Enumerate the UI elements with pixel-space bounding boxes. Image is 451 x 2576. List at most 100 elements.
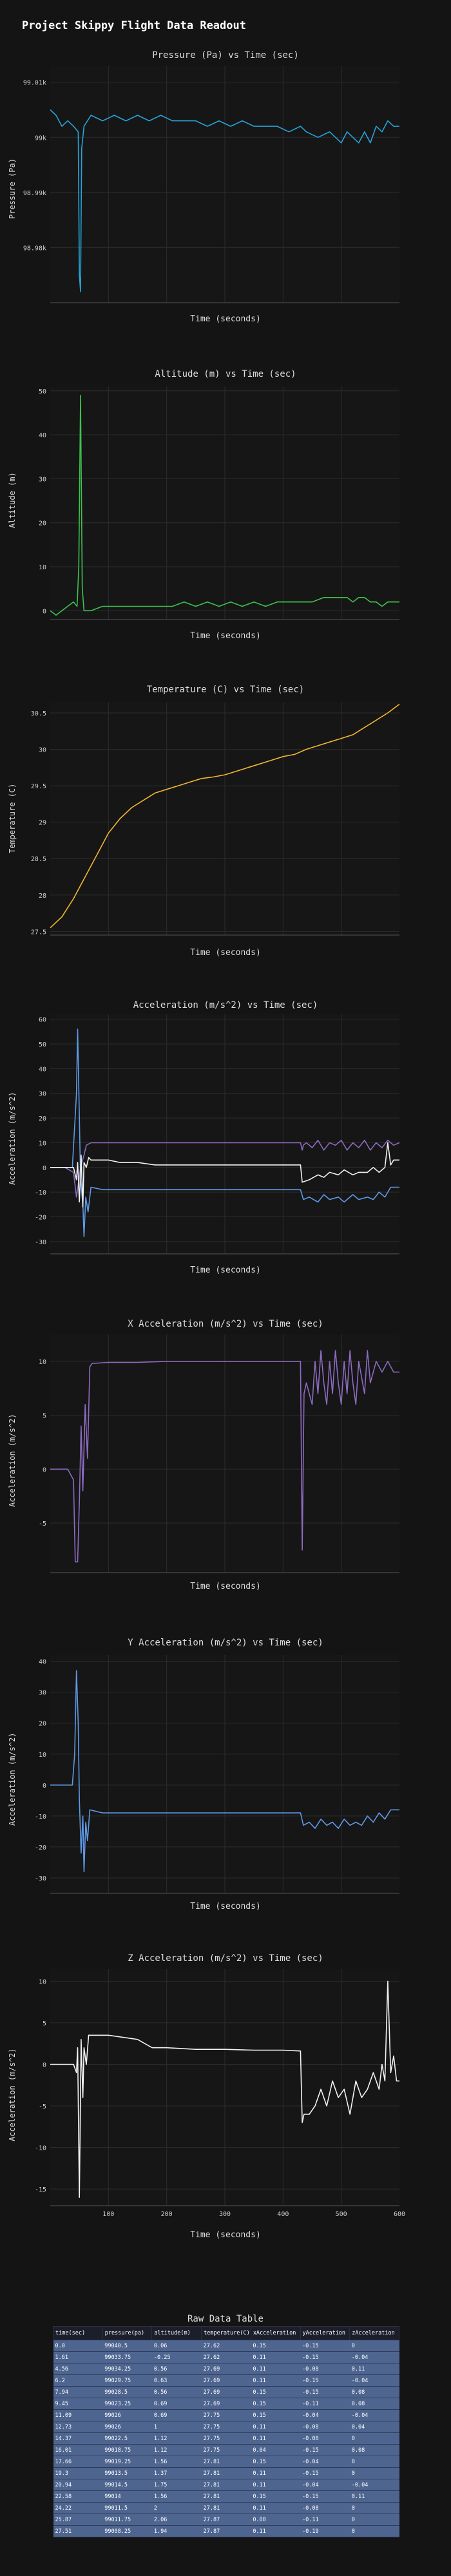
chart-svg: 27.5 28 28.5 29 29.5 30 30.5 [31, 702, 400, 936]
raw-data-table: time(sec) pressure(pa) altitude(m) temperat… [53, 2326, 399, 2537]
pressure-chart: 98.98k 98.99k 99k 99.01k Pressure (Pa) vs T… [0, 45, 451, 324]
table-cell: -0.04 [349, 2479, 399, 2491]
x-axis-label: Time (seconds) [190, 1902, 261, 1911]
y-tick-label: 40 [39, 1066, 46, 1073]
table-row: 16.01 99018.75 1.12 27.75 0.04 -0.15 0.08 [53, 2444, 399, 2456]
x-tick-label: 500 [336, 2211, 347, 2218]
table-cell: 99013.5 [102, 2467, 152, 2479]
chart-title: Temperature (C) vs Time (sec) [146, 685, 305, 695]
table-cell: 1.75 [151, 2479, 202, 2491]
column-header[interactable]: xAcceleration [250, 2326, 301, 2340]
table-cell: 27.75 [201, 2409, 251, 2421]
table-cell: 99040.5 [102, 2340, 152, 2352]
table-cell: 99023.25 [102, 2398, 152, 2410]
y-tick-label: 0 [43, 2061, 46, 2069]
x-axis-label: Time (seconds) [190, 314, 261, 324]
table-cell: 99018.75 [102, 2444, 152, 2456]
table-cell: 99008.25 [102, 2525, 152, 2537]
series-line [50, 1139, 400, 1198]
table-cell: 27.75 [201, 2421, 251, 2433]
y-acceleration-chart: -30 -20 -10 0 10 20 30 40 Y Acceleration (m/s^2… [0, 1633, 451, 1916]
series-line [50, 1980, 399, 2198]
table-cell: -0.04 [349, 2351, 399, 2363]
table-cell: 0.11 [251, 2374, 301, 2387]
y-tick-label: -10 [35, 2145, 46, 2152]
table-cell: 0.08 [349, 2386, 399, 2398]
table-cell: 1.56 [151, 2490, 202, 2503]
table-cell: 0.11 [251, 2351, 301, 2363]
table-cell: 0.56 [151, 2363, 202, 2375]
chart-svg: -30 -20 -10 0 10 20 30 40 50 60 [35, 1014, 400, 1255]
table-row: 25.87 99011.75 2.06 27.87 0.08 -0.11 0 [53, 2514, 399, 2526]
table-cell: 27.62 [201, 2351, 251, 2363]
y-tick-label: -10 [35, 1814, 46, 1821]
y-axis-label: Altitude (m) [8, 472, 17, 528]
y-tick-label: 30 [39, 747, 46, 754]
y-tick-label: 30 [39, 1690, 46, 1697]
y-tick-label: 99.01k [23, 80, 46, 87]
table-cell: 99026 [102, 2421, 152, 2433]
table-row: 20.94 99014.5 1.75 27.81 0.11 -0.04 -0.04 [53, 2479, 399, 2491]
y-tick-label: 0 [43, 1165, 46, 1172]
y-tick-label: -15 [35, 2186, 46, 2193]
y-tick-label: 20 [39, 1115, 46, 1122]
table-row: 0.0 99040.5 0.06 27.62 0.15 -0.15 0 [53, 2340, 399, 2352]
table-cell: -0.04 [300, 2456, 350, 2468]
table-cell: -0.15 [300, 2351, 350, 2363]
z-acceleration-chart: -15 -10 -5 0 5 10 100 200 300 400 500 600 Z Acceler… [0, 1948, 451, 2251]
column-header[interactable]: zAcceleration [349, 2326, 399, 2340]
y-tick-label: -30 [35, 1875, 46, 1882]
table-cell: -0.04 [300, 2409, 350, 2421]
table-cell: -0.04 [300, 2479, 350, 2491]
y-tick-label: 50 [39, 388, 46, 395]
y-tick-label: 30 [39, 476, 46, 483]
chart-svg: 98.98k 98.99k 99k 99.01k [23, 66, 399, 303]
y-tick-label: 10 [39, 564, 46, 571]
chart-svg: 0 10 20 30 40 50 [39, 386, 399, 620]
column-header[interactable]: time(sec) [53, 2326, 103, 2340]
x-tick-label: 200 [161, 2211, 173, 2218]
y-axis-label: Acceleration (m/s^2) [8, 1092, 17, 1186]
table-cell: 1.12 [151, 2432, 202, 2445]
chart-title: Pressure (Pa) vs Time (sec) [152, 50, 299, 61]
column-header[interactable]: altitude(m) [151, 2326, 202, 2340]
table-cell: 99011.5 [102, 2502, 152, 2514]
x-axis-label: Time (seconds) [190, 1265, 261, 1275]
table-cell: 0 [349, 2514, 399, 2526]
table-cell: 0.04 [349, 2421, 399, 2433]
y-tick-label: 60 [39, 1017, 46, 1024]
table-cell: 27.87 [201, 2514, 251, 2526]
column-header[interactable]: yAcceleration [300, 2326, 350, 2340]
altitude-chart: 0 10 20 30 40 50 Altitude (m) vs Time (sec) A… [0, 364, 451, 641]
table-cell: 24.22 [53, 2502, 103, 2514]
table-cell: 99029.75 [102, 2374, 152, 2387]
series-line [50, 1350, 399, 1563]
table-cell: 14.37 [53, 2432, 103, 2445]
y-tick-label: 10 [39, 1752, 46, 1759]
chart-title: X Acceleration (m/s^2) vs Time (sec) [128, 1319, 323, 1329]
chart-svg: -15 -10 -5 0 5 10 100 200 300 400 500 600 [35, 1969, 405, 2218]
table-cell: 0.11 [349, 2363, 399, 2375]
y-tick-label: -30 [35, 1239, 46, 1246]
x-axis-label: Time (seconds) [190, 631, 261, 641]
y-axis-label: Pressure (Pa) [8, 158, 17, 219]
series-line [50, 703, 400, 929]
y-tick-label: 10 [39, 1978, 46, 1985]
x-axis-label: Time (seconds) [190, 1582, 261, 1591]
table-row: 6.2 99029.75 0.63 27.69 0.11 -0.15 -0.04 [53, 2374, 399, 2387]
table-cell: 27.69 [201, 2374, 251, 2387]
table-cell: 0.69 [151, 2409, 202, 2421]
y-tick-label: -5 [39, 2103, 46, 2110]
column-header[interactable]: pressure(pa) [102, 2326, 153, 2340]
table-row: 22.58 99014 1.56 27.81 0.15 -0.15 0.11 [53, 2490, 399, 2503]
table-row: 24.22 99011.5 2 27.81 0.11 -0.08 0 [53, 2502, 399, 2514]
chart-svg: -5 0 5 10 [39, 1334, 399, 1573]
column-header[interactable]: temperature(C) [201, 2326, 251, 2340]
table-cell: 1.12 [151, 2444, 202, 2456]
table-cell: 0.11 [251, 2479, 301, 2491]
table-cell: 0.06 [151, 2340, 202, 2352]
table-cell: 0 [349, 2432, 399, 2445]
y-tick-label: 0 [43, 608, 46, 615]
table-cell: 7.94 [53, 2386, 103, 2398]
table-cell: 0 [349, 2525, 399, 2537]
